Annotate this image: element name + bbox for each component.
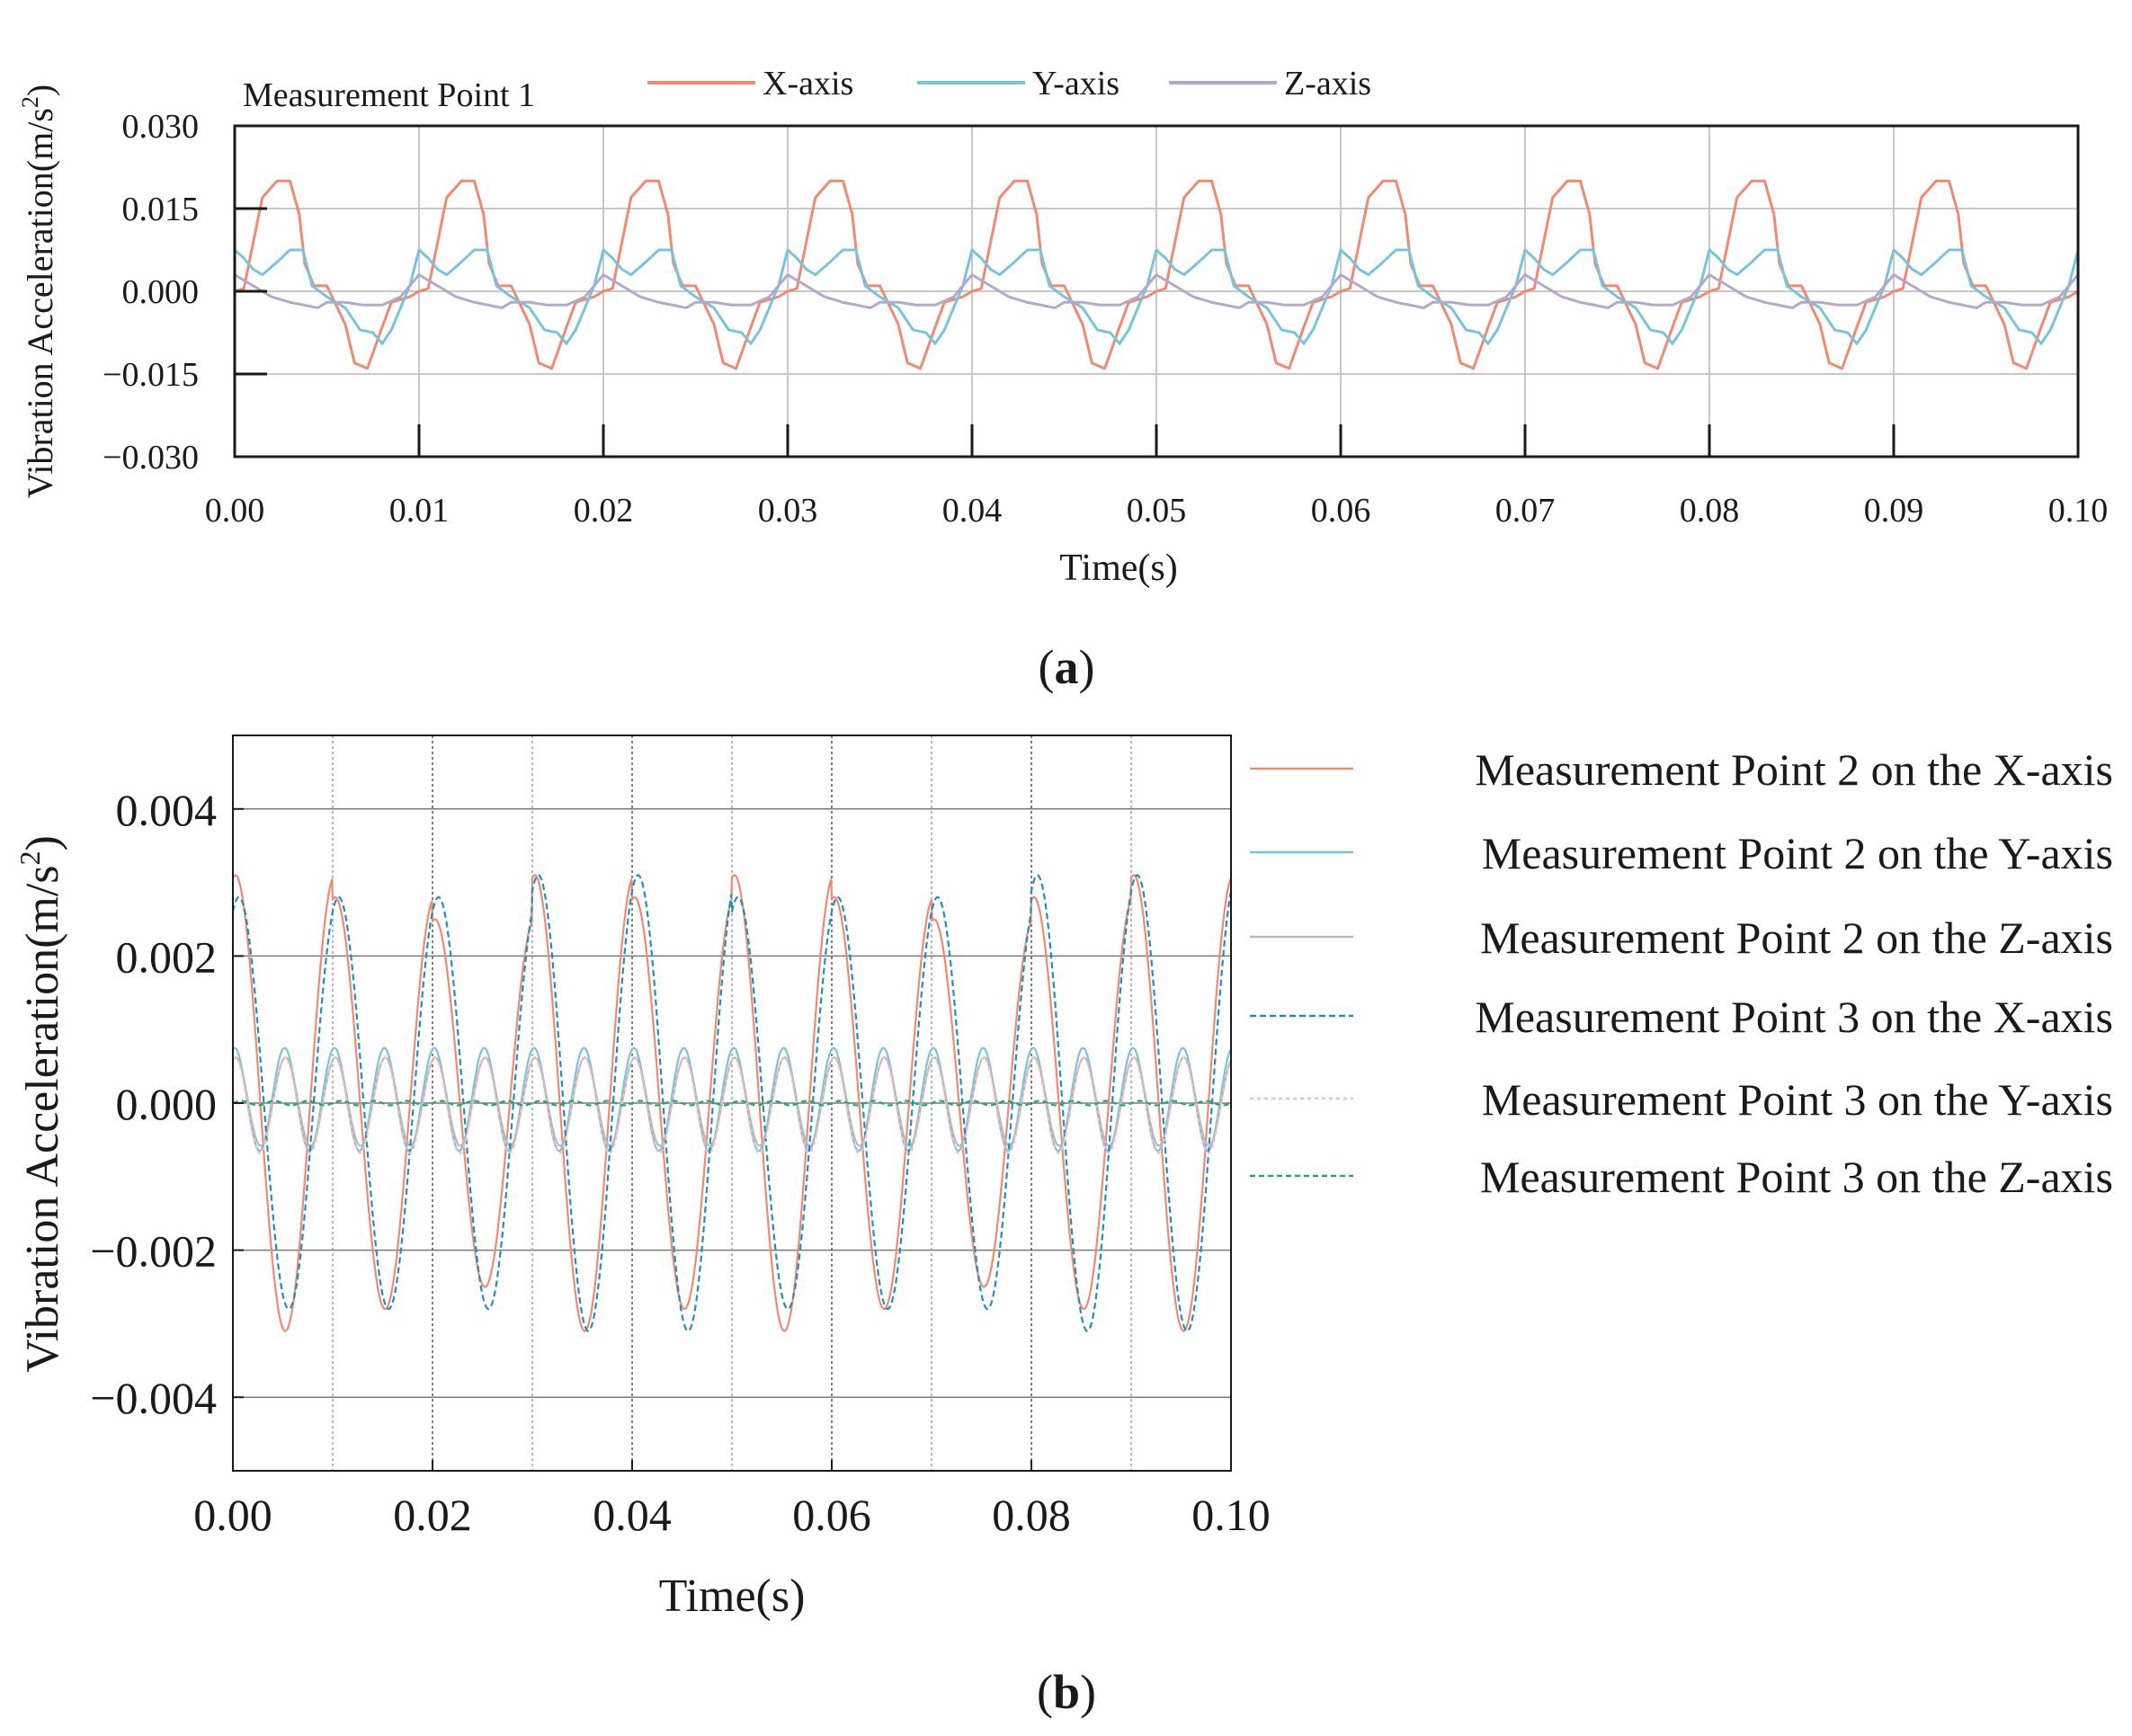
b-x-tick-label: 0.02	[393, 1490, 472, 1540]
a-series-line-1	[234, 179, 2079, 370]
b-x-ticks: 0.00 0.02 0.04 0.06 0.08 0.10	[193, 1460, 1271, 1540]
b-y-tick-label: 0.000	[116, 1079, 218, 1129]
a-x-ticks: 0.00 0.01 0.02 0.03 0.04 0.05 0.06 0.07 0.08 0.09…	[205, 424, 2109, 530]
a-x-tick-label: 0.09	[1864, 492, 1924, 530]
b-series-group	[231, 874, 1233, 1332]
a-y-tick-label: −0.015	[103, 356, 199, 394]
a-y-ticks: 0.030 0.015 0.000 −0.015 −0.030	[103, 108, 267, 476]
b-legend-label-4: Measurement Point 3 on the X-axis	[1475, 992, 2113, 1042]
a-y-axis-title-sup: 2	[17, 96, 43, 108]
b-legend-label-2: Measurement Point 2 on the Y-axis	[1482, 828, 2113, 878]
chart-panel-a: 0.030 0.015 0.000 −0.015 −0.030 0.00 0.01 0.02…	[17, 65, 2108, 694]
b-panel-caption: (b)	[1037, 1665, 1096, 1719]
b-x-tick-label: 0.06	[792, 1490, 871, 1540]
b-y-axis-title-close: )	[17, 835, 68, 850]
a-series-group	[233, 179, 2080, 370]
b-y-tick-label: −0.004	[90, 1373, 217, 1423]
a-y-tick-label: 0.000	[122, 273, 200, 311]
b-series-line-4	[231, 874, 1233, 1332]
a-y-tick-label: −0.030	[103, 439, 199, 476]
a-x-tick-label: 0.03	[758, 492, 818, 530]
b-x-axis-title: Time(s)	[659, 1571, 806, 1622]
a-y-axis-title: Vibration Acceleration(m/s2)	[17, 85, 60, 498]
b-y-tick-label: 0.002	[116, 931, 218, 982]
a-x-tick-label: 0.00	[205, 492, 265, 530]
b-caption-letter: b	[1053, 1665, 1080, 1719]
b-x-tick-label: 0.00	[193, 1490, 272, 1540]
a-inline-title: Measurement Point 1	[243, 76, 535, 114]
a-legend-label-1: X-axis	[763, 65, 853, 102]
b-caption-open: (	[1037, 1665, 1053, 1719]
a-caption-close: )	[1079, 640, 1095, 694]
a-legend-label-2: Y-axis	[1032, 65, 1120, 102]
b-series-line-6	[232, 1099, 1232, 1107]
a-panel-caption: (a)	[1039, 640, 1095, 694]
a-x-tick-label: 0.10	[2048, 492, 2109, 530]
a-y-axis-title-close: )	[20, 85, 60, 96]
b-legend-label-3: Measurement Point 2 on the Z-axis	[1480, 913, 2113, 963]
a-series-line-2	[233, 248, 2080, 345]
b-y-axis-title-main: Vibration Acceleration(m/s	[17, 865, 68, 1372]
a-x-tick-label: 0.08	[1680, 492, 1740, 530]
b-y-axis-title-sup: 2	[13, 850, 46, 865]
a-x-axis-title: Time(s)	[1059, 548, 1177, 589]
b-legend-label-6: Measurement Point 3 on the Z-axis	[1480, 1152, 2113, 1202]
a-x-tick-label: 0.06	[1311, 492, 1371, 530]
a-caption-open: (	[1039, 640, 1055, 694]
b-y-tick-label: 0.004	[116, 785, 218, 835]
b-y-axis-title: Vibration Acceleration(m/s2)	[13, 835, 68, 1373]
a-x-tick-label: 0.01	[389, 492, 450, 530]
b-series-line-1	[232, 874, 1233, 1332]
b-x-tick-label: 0.04	[593, 1490, 672, 1540]
b-y-tick-label: −0.002	[90, 1226, 217, 1277]
a-x-tick-label: 0.05	[1127, 492, 1187, 530]
a-x-tick-label: 0.02	[574, 492, 634, 530]
a-y-tick-label: 0.015	[122, 191, 200, 228]
b-x-tick-label: 0.08	[992, 1490, 1071, 1540]
b-x-tick-label: 0.10	[1191, 1490, 1271, 1540]
a-x-tick-label: 0.04	[942, 492, 1003, 530]
b-caption-close: )	[1080, 1665, 1096, 1719]
a-legend: X-axis Y-axis Z-axis	[647, 65, 1371, 102]
a-series-line-3	[234, 273, 2080, 309]
b-legend-label-5: Measurement Point 3 on the Y-axis	[1482, 1074, 2113, 1125]
b-series-line-5	[232, 1056, 1232, 1154]
a-x-tick-label: 0.07	[1495, 492, 1556, 530]
b-y-ticks: 0.004 0.002 0.000 −0.002 −0.004	[90, 785, 244, 1423]
chart-panel-b: 0.004 0.002 0.000 −0.002 −0.004 0.00 0.02 0.04…	[13, 734, 2113, 1719]
a-y-tick-label: 0.030	[122, 108, 200, 146]
b-legend: Measurement Point 2 on the X-axis Measure…	[1250, 744, 2113, 1202]
a-caption-letter: a	[1055, 640, 1079, 694]
b-legend-label-1: Measurement Point 2 on the X-axis	[1475, 744, 2113, 795]
a-y-axis-title-main: Vibration Acceleration(m/s	[20, 108, 60, 498]
a-legend-label-3: Z-axis	[1284, 65, 1371, 102]
